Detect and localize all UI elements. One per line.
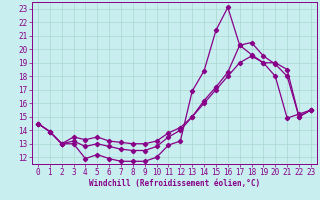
X-axis label: Windchill (Refroidissement éolien,°C): Windchill (Refroidissement éolien,°C) xyxy=(89,179,260,188)
